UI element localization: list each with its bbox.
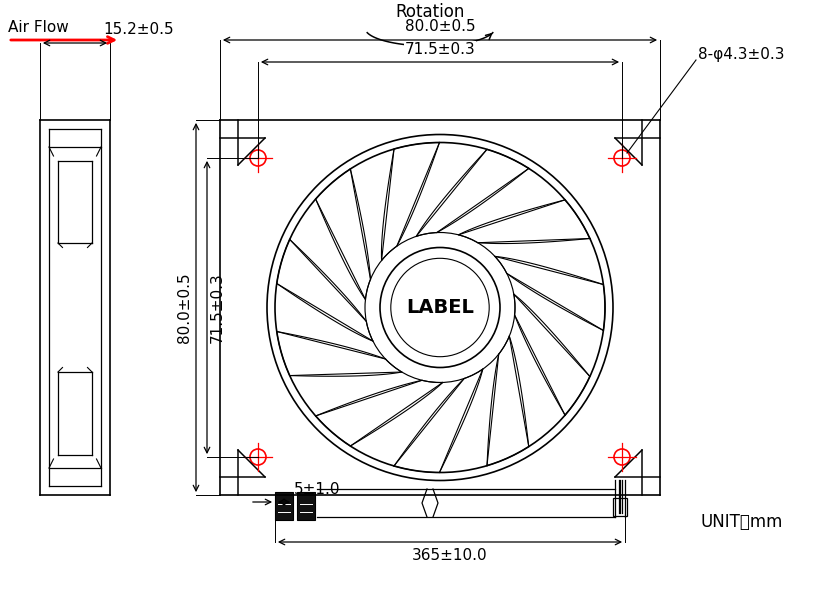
Text: 15.2±0.5: 15.2±0.5 — [103, 22, 173, 37]
Circle shape — [380, 248, 500, 367]
Text: 80.0±0.5: 80.0±0.5 — [405, 19, 475, 34]
Text: Air Flow: Air Flow — [8, 21, 69, 35]
Text: 71.5±0.3: 71.5±0.3 — [405, 42, 475, 57]
Bar — [297, 492, 315, 520]
Bar — [275, 492, 293, 520]
Text: 365±10.0: 365±10.0 — [412, 548, 488, 563]
Text: 80.0±0.5: 80.0±0.5 — [177, 272, 192, 343]
Text: 5±1.0: 5±1.0 — [294, 482, 341, 497]
Bar — [613, 498, 627, 516]
Text: 71.5±0.3: 71.5±0.3 — [210, 272, 225, 343]
Text: LABEL: LABEL — [406, 298, 474, 317]
Text: UNIT：mm: UNIT：mm — [700, 513, 782, 531]
Text: 8-φ4.3±0.3: 8-φ4.3±0.3 — [698, 46, 785, 62]
Text: Rotation: Rotation — [396, 3, 465, 21]
